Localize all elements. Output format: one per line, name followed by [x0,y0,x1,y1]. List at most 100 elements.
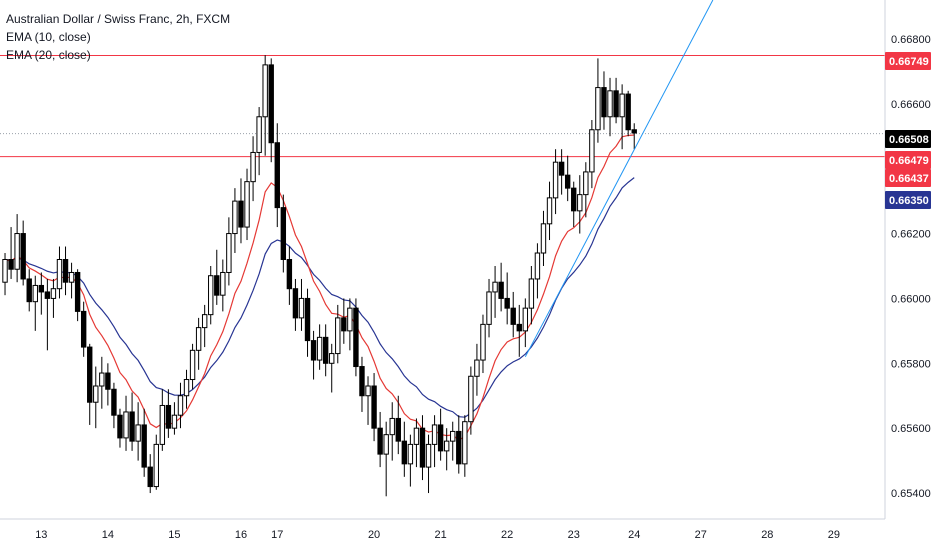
candle [74,269,81,322]
candle-body-up [619,93,625,118]
candle-body-down [214,275,220,296]
candle [504,272,510,325]
candle-body-down [341,317,347,332]
candle [613,77,619,124]
candle [62,246,69,296]
candle [625,90,631,137]
candle [195,317,202,370]
trendline-layer [524,0,714,358]
time-tick-label: 22 [501,529,513,541]
candle-body-down [141,424,147,468]
candle-body-up [232,200,238,235]
candle-body-down [147,466,153,488]
candle [171,402,178,435]
candle [401,421,408,477]
candle-body-up [189,349,196,381]
price-tag-label: 0.66437 [889,173,929,185]
candle-body-up [201,314,208,329]
candle-body-down [359,366,365,397]
candle [226,217,232,286]
candle [304,288,311,357]
candle [280,194,287,273]
candle [468,366,474,435]
candle [516,304,522,357]
candle-body-up [583,171,589,196]
candle [474,343,480,396]
candle [183,369,190,409]
price-tag-bg [885,130,931,148]
candle-body-up [577,194,583,212]
candle-body-up [480,323,486,361]
candle-body-down [371,385,377,429]
time-tick-label: 14 [102,529,114,541]
candle [534,243,541,299]
time-tick-label: 20 [368,529,380,541]
candle [316,324,323,370]
time-tick-label: 28 [761,529,773,541]
price-tag-bg [885,151,931,169]
candle-body-up [135,424,141,442]
candle-body-down [571,187,577,212]
candle-body-down [111,388,117,416]
candle-body-up [208,275,214,316]
price-tick-label: 0.65600 [891,423,931,435]
candle-body-up [262,64,268,118]
candle-body-up [159,404,166,445]
candle [177,382,184,429]
candle-body-down [498,281,504,299]
candle-body-up [365,385,371,397]
candle-body-up [552,161,559,199]
price-tick-label: 0.66000 [891,293,931,305]
candle-body-up [177,395,184,416]
ema-10-legend[interactable]: EMA (10, close) [6,30,91,44]
candle-body-down [87,346,93,403]
price-tag-ema10: 0.66479 [885,151,931,169]
candle [552,149,559,215]
candle-body-up [546,197,553,225]
candle [99,356,105,409]
candle [68,262,75,299]
candle [8,227,14,279]
candle-body-down [8,259,14,270]
candle-body-down [377,427,383,455]
candle [322,324,329,377]
price-tag-bg [885,191,931,209]
candle [159,389,166,451]
price-tag-label: 0.66479 [889,155,929,167]
candle-body-up [56,259,63,290]
candle-body-down [504,297,510,309]
candle [619,84,625,150]
candle [256,107,262,176]
candle [123,395,129,451]
candle-body-up [347,307,353,332]
price-tag-label: 0.66350 [889,195,929,207]
candle-body-down [62,259,69,283]
candle [129,392,135,451]
candle [335,304,341,364]
candle [189,343,196,390]
price-tick-label: 0.65400 [891,488,931,500]
candle-body-down [286,259,293,290]
candle-body-up [99,372,105,387]
symbol-title[interactable]: Australian Dollar / Swiss Franc, 2h, FXC… [6,12,231,26]
price-tags-layer: 0.66749 0.66508 0.66479 0.66437 0.66350 [885,52,931,209]
candle-body-up [407,443,414,465]
time-axis-labels: 13 14 15 16 17 20 21 22 23 24 27 28 29 [35,529,840,541]
candle [262,55,268,156]
candle [268,58,274,163]
candle-body-down [419,427,426,468]
candle-body-up [540,223,547,254]
candle-body-down [38,284,45,293]
candle-body-up [607,90,613,118]
candle-body-down [117,414,123,439]
candle [571,181,577,228]
ema-20-legend[interactable]: EMA (20, close) [6,48,91,62]
candles-layer [2,55,637,497]
candle-body-up [220,271,226,296]
candle [274,123,280,228]
candle [528,265,535,325]
time-tick-label: 29 [828,529,840,541]
candle [341,298,347,344]
candle-body-down [564,174,571,189]
